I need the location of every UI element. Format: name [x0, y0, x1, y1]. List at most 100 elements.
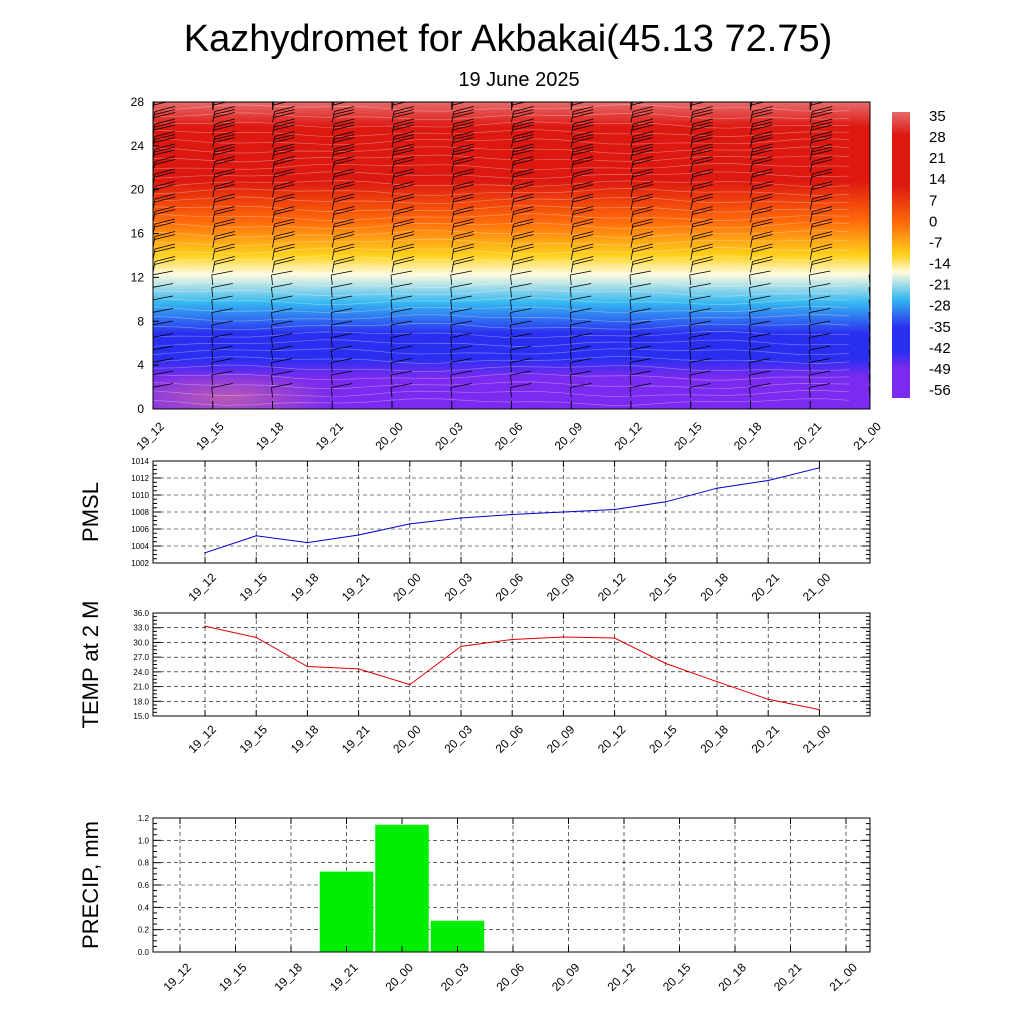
wind-barb [690, 168, 713, 186]
wind-barb [809, 243, 833, 261]
colorbar-label: -35 [929, 319, 951, 336]
x-tick-label: 20_21 [791, 419, 825, 453]
wind-barb [153, 143, 176, 161]
wind-barb [569, 383, 592, 398]
x-tick-label: 20_09 [549, 960, 583, 994]
x-tick-label: 20_21 [749, 570, 783, 604]
contour-line [153, 163, 850, 171]
wind-barb [690, 143, 713, 161]
wind-barb [809, 106, 833, 123]
wind-barb [450, 320, 472, 336]
x-tick-label: 20_00 [390, 722, 424, 756]
wind-barb [630, 143, 654, 161]
wind-barb [212, 218, 235, 236]
contour-line [153, 348, 850, 356]
wind-barb [211, 270, 233, 286]
contour-line [153, 398, 850, 406]
contour-line [153, 381, 850, 390]
contour-line [153, 280, 850, 288]
wind-barb [211, 345, 233, 361]
wind-barb [809, 143, 833, 161]
wind-barb [330, 345, 353, 361]
colorbar-label: 28 [929, 129, 946, 146]
wind-barb [391, 243, 415, 261]
wind-barb [331, 243, 355, 261]
wind-barb [511, 181, 534, 198]
y-tick-label: 1012 [131, 474, 149, 483]
wind-barb [271, 333, 293, 348]
wind-barb [153, 333, 174, 348]
data-point [562, 511, 565, 513]
wind-barb [212, 106, 235, 123]
wind-barb [510, 333, 532, 348]
wind-barb [629, 333, 652, 348]
wind-barb [271, 308, 293, 323]
x-tick-label: 19_18 [288, 570, 322, 604]
contour-line [153, 322, 850, 331]
wind-barb [153, 118, 176, 136]
x-tick-label: 19_21 [313, 419, 347, 453]
wind-barb [450, 345, 472, 361]
wind-barb [153, 358, 174, 373]
wind-barb [869, 245, 870, 248]
y-tick-label: 8 [137, 314, 144, 328]
wind-barb [510, 270, 532, 286]
wind-barb [629, 283, 652, 298]
y-tick-label: 1.0 [138, 836, 150, 845]
wind-barb [690, 243, 713, 261]
x-tick-label: 19_21 [339, 722, 373, 756]
wind-barb [511, 131, 534, 148]
wind-barb [391, 206, 415, 223]
data-point [255, 535, 257, 537]
wind-barb [808, 358, 831, 373]
wind-barb [450, 308, 472, 323]
wind-barb [212, 256, 235, 273]
wind-barb [272, 106, 295, 123]
contour-line [153, 188, 850, 196]
contour-line [153, 264, 850, 272]
colorbar-label: 35 [929, 108, 946, 125]
wind-barb [272, 168, 295, 186]
wind-barb [212, 168, 235, 186]
x-tick-label: 20_03 [441, 570, 475, 604]
wind-barb [689, 320, 711, 336]
temperature-colorbar: 35 28 21 14 7 0 -7 -14 -21 -28 -35 -42 -49 -56 [892, 108, 951, 399]
wind-barb [451, 181, 474, 198]
x-tick-label: 19_18 [271, 960, 305, 994]
colorbar-label: 21 [929, 150, 946, 167]
wind-barb [510, 358, 532, 373]
wind-barb [869, 120, 870, 123]
wind-barb [272, 206, 295, 223]
wind-barb [750, 181, 773, 198]
wind-barb [808, 345, 831, 361]
wind-barb [749, 295, 771, 311]
wind-barb [390, 358, 413, 373]
wind-barb [750, 218, 773, 236]
wind-barb [809, 118, 833, 136]
wind-barb [689, 345, 711, 361]
wind-barb [868, 286, 870, 298]
contour-line [153, 297, 850, 305]
x-tick-label: 20_12 [611, 419, 645, 453]
x-tick-label: 20_03 [432, 419, 466, 453]
x-tick-label: 20_06 [492, 419, 526, 453]
wind-barb [689, 295, 711, 311]
y-tick-label: 0.6 [138, 881, 150, 890]
colorbar-label: -56 [929, 382, 951, 399]
x-tick-label: 20_00 [390, 570, 424, 604]
wind-barb [808, 283, 831, 298]
wind-barb [630, 206, 654, 223]
wind-barb [750, 193, 773, 211]
wind-barb [391, 106, 415, 123]
wind-barb [391, 131, 415, 148]
wind-barb [689, 283, 711, 298]
contour-line [153, 339, 850, 347]
wind-barb [570, 243, 594, 261]
y-tick-label: 16 [131, 227, 145, 241]
colorbar-label: -28 [929, 298, 951, 315]
wind-barb [750, 118, 773, 136]
wind-barb [153, 295, 174, 310]
contour-line [153, 129, 850, 138]
chart-title: Kazhydromet for Akbakai(45.13 72.75) [184, 18, 833, 60]
wind-barb [153, 320, 174, 335]
